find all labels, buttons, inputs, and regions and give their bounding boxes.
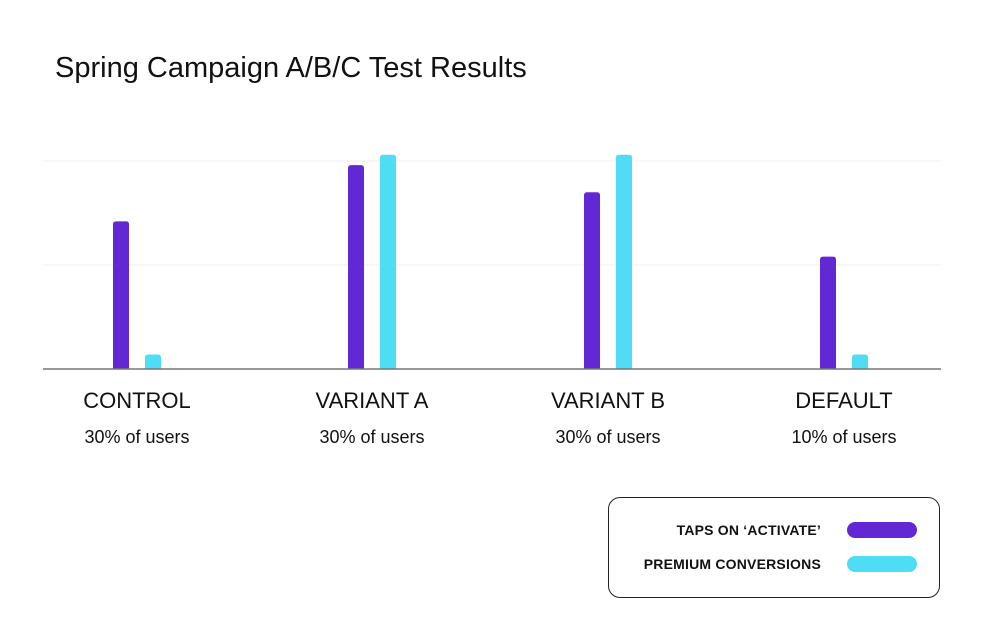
legend: TAPS ON ‘ACTIVATE’ PREMIUM CONVERSIONS	[608, 497, 940, 598]
legend-label-taps: TAPS ON ‘ACTIVATE’	[676, 522, 821, 538]
category-label-default: DEFAULT	[795, 388, 893, 413]
legend-item-premium: PREMIUM CONVERSIONS	[644, 556, 917, 572]
category-note-default: 10% of users	[791, 427, 897, 447]
bar-premium-control	[145, 354, 161, 369]
category-note-variant-a: 30% of users	[319, 427, 425, 447]
legend-swatch-premium	[847, 556, 917, 572]
bar-premium-variant-b	[616, 154, 632, 369]
bar-premium-default	[852, 354, 868, 369]
bars	[113, 154, 868, 369]
bar-taps-control	[113, 221, 129, 369]
legend-swatch-taps	[847, 522, 917, 538]
category-label-variant-a: VARIANT A	[315, 388, 429, 413]
bar-premium-variant-a	[380, 154, 396, 369]
category-note-control: 30% of users	[84, 427, 190, 447]
chart-title: Spring Campaign A/B/C Test Results	[55, 52, 527, 84]
legend-item-taps: TAPS ON ‘ACTIVATE’	[677, 522, 917, 538]
category-label-variant-b: VARIANT B	[550, 388, 666, 413]
bar-taps-variant-a	[348, 165, 364, 369]
bar-taps-variant-b	[584, 192, 600, 369]
bar-taps-default	[820, 256, 836, 369]
category-note-variant-b: 30% of users	[555, 427, 661, 447]
category-label-control: CONTROL	[83, 388, 191, 413]
gridlines	[43, 160, 941, 266]
legend-label-premium: PREMIUM CONVERSIONS	[643, 556, 821, 572]
